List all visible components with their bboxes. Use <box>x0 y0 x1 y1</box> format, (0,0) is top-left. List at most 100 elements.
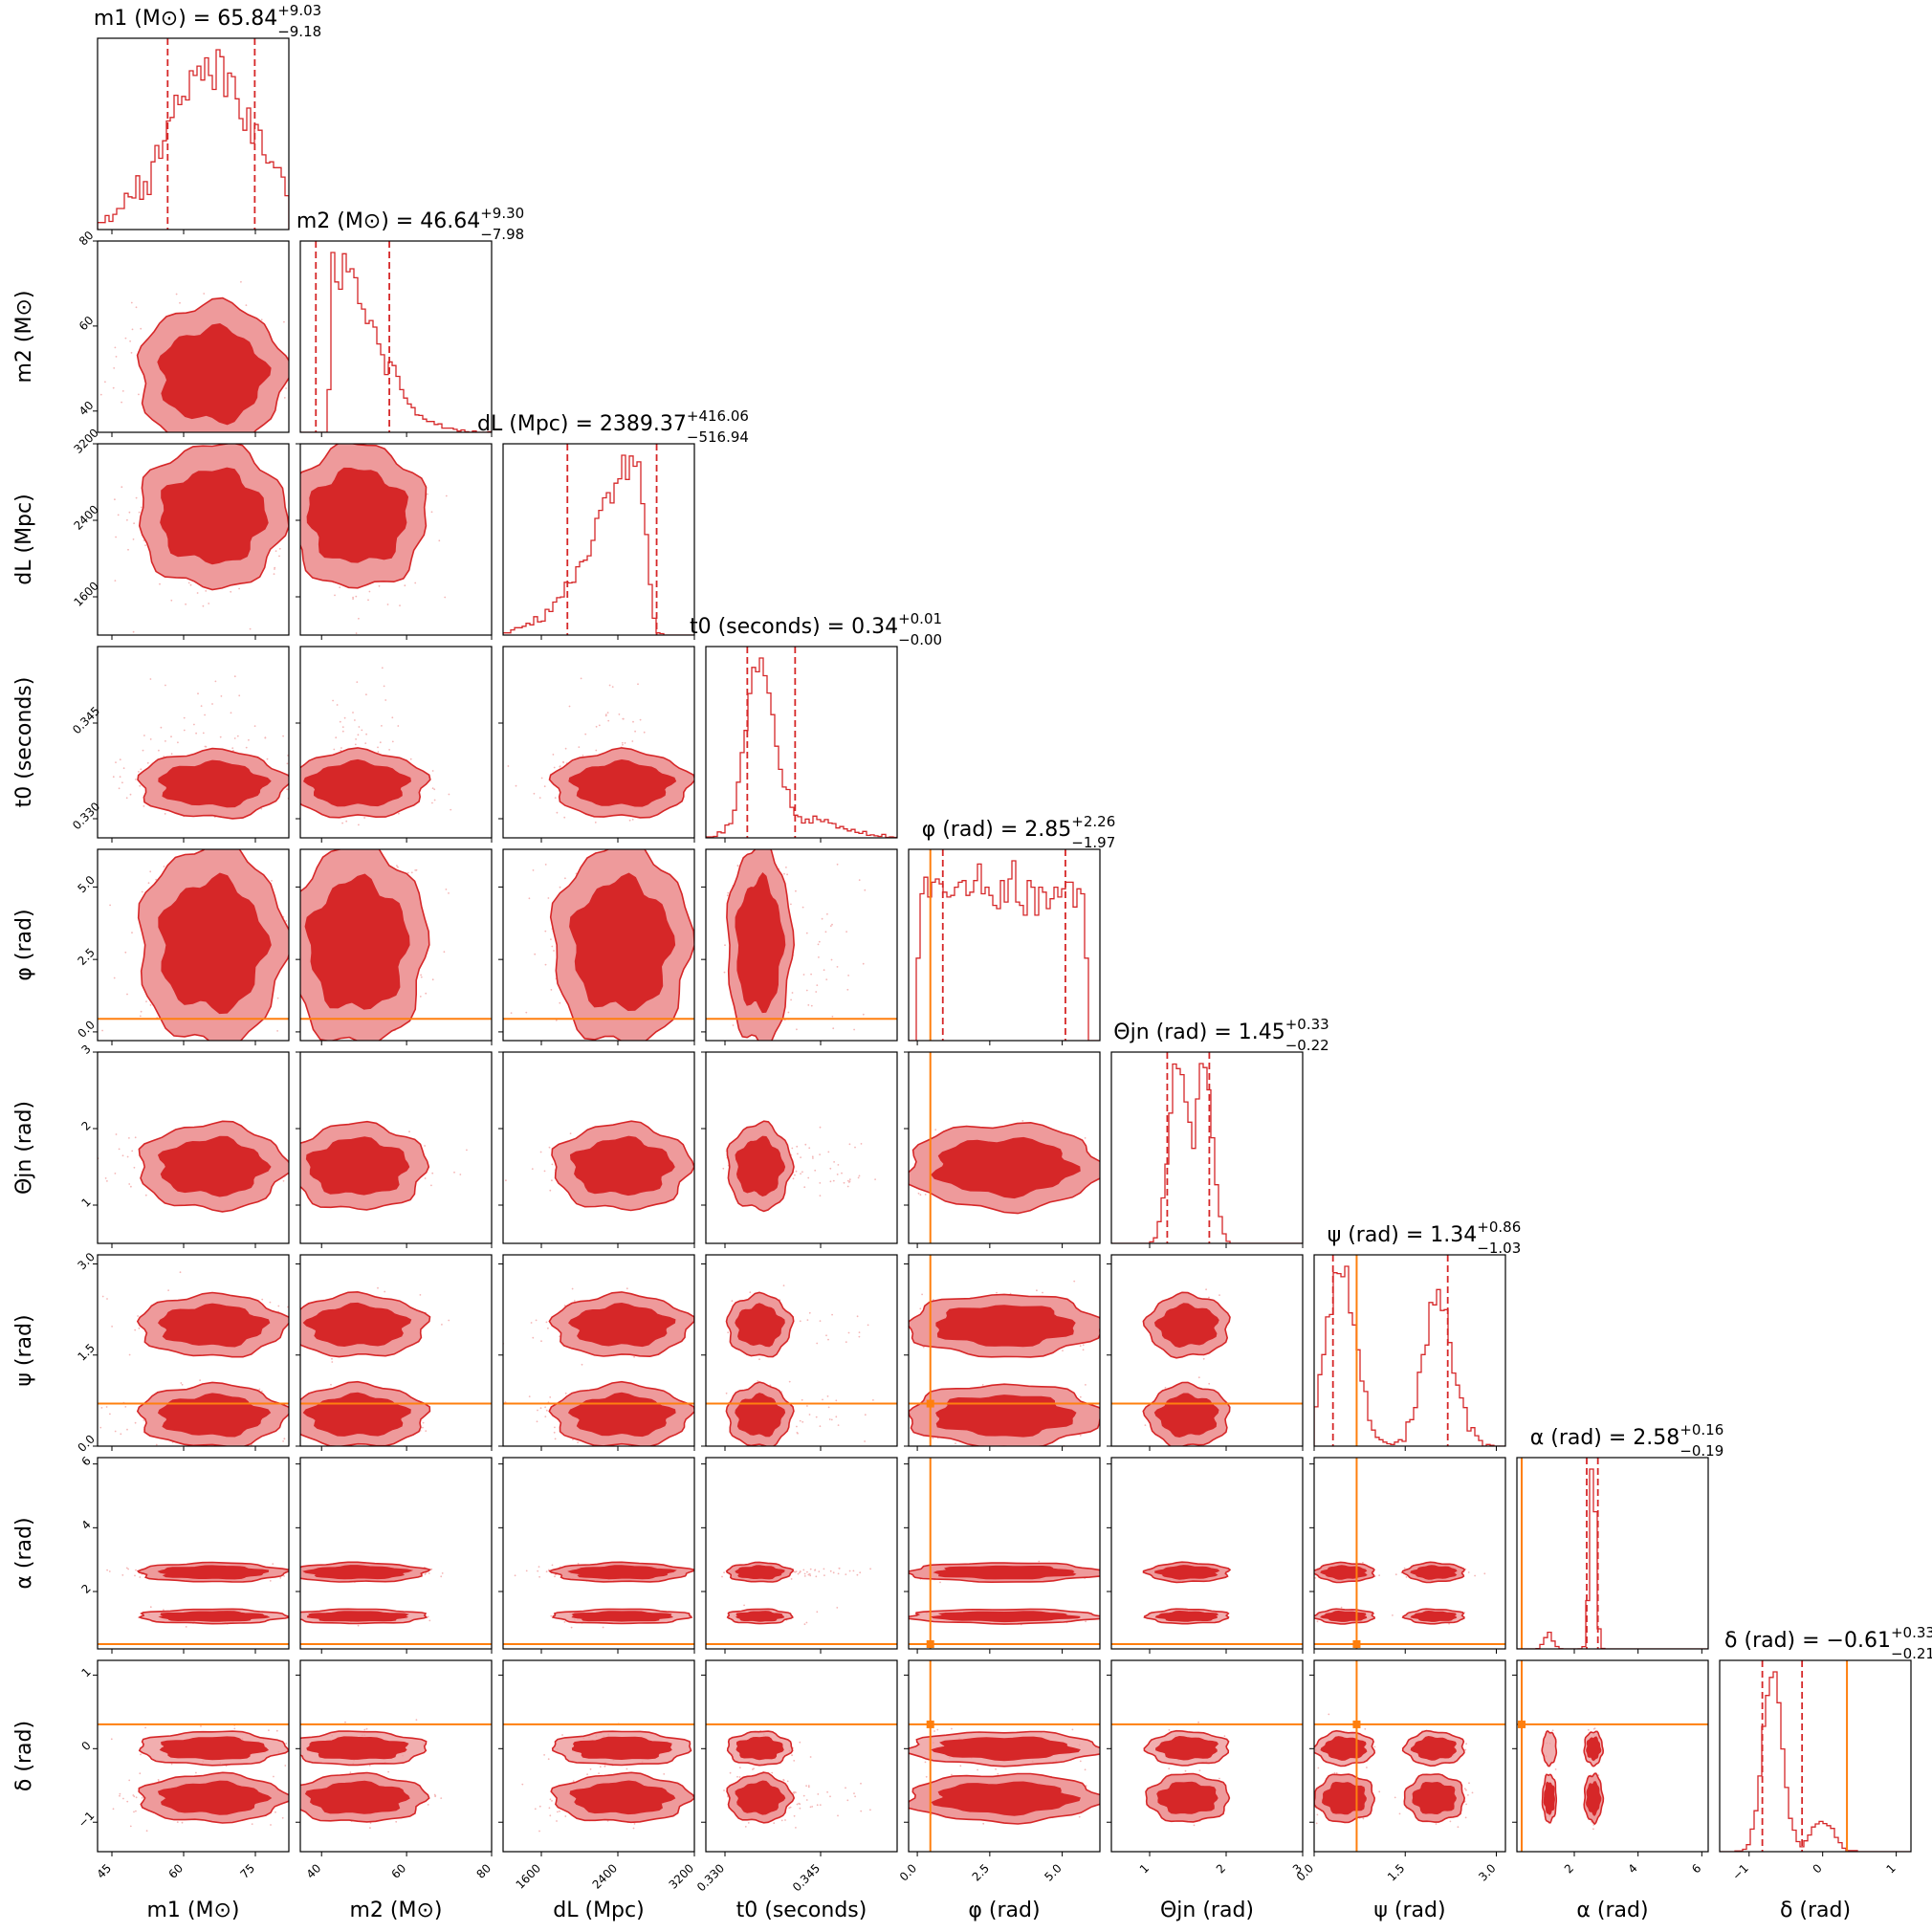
scatter-point <box>101 1295 104 1298</box>
scatter-point <box>139 784 142 787</box>
scatter-point <box>339 586 341 588</box>
panel-title: φ (rad) = 2.85+2.26 <box>922 813 1116 842</box>
contour-panel: 0.02.55.0 <box>75 848 290 1045</box>
scatter-point <box>847 975 849 977</box>
panel-content <box>98 1271 289 1446</box>
scatter-point <box>104 1177 107 1179</box>
scatter-point <box>187 582 190 584</box>
scatter-point <box>245 304 248 306</box>
contour-panel: 0.01.53.0 <box>75 1250 290 1455</box>
scatter-point <box>817 943 820 946</box>
scatter-point <box>639 718 642 721</box>
scatter-point <box>814 1169 817 1172</box>
title-main: t0 (seconds) = 0.34 <box>690 615 898 639</box>
scatter-point <box>420 976 423 978</box>
panel-frame <box>97 37 290 231</box>
scatter-point <box>1084 1137 1087 1139</box>
scatter-point <box>425 992 428 995</box>
scatter-point <box>140 768 143 771</box>
scatter-point <box>133 522 136 525</box>
scatter-point <box>199 1379 202 1381</box>
scatter-point <box>121 401 122 404</box>
scatter-point <box>146 761 149 764</box>
scatter-point <box>845 931 847 933</box>
scatter-point <box>179 301 181 304</box>
panel-frame <box>705 1051 898 1244</box>
scatter-point <box>357 734 360 736</box>
scatter-point <box>149 738 152 740</box>
scatter-point <box>796 1028 798 1031</box>
scatter-point <box>622 717 625 720</box>
scatter-point <box>815 991 818 993</box>
scatter-point <box>383 685 385 688</box>
scatter-point <box>621 741 624 744</box>
scatter-point <box>139 1015 142 1018</box>
scatter-point <box>547 897 550 899</box>
scatter-point <box>563 816 566 819</box>
scatter-point <box>119 758 121 761</box>
scatter-point <box>277 1305 280 1307</box>
scatter-point <box>862 1013 865 1016</box>
scatter-point <box>354 719 356 721</box>
scatter-point <box>251 1444 252 1446</box>
scatter-point <box>143 539 145 541</box>
scatter-point <box>858 1331 861 1333</box>
panel-content <box>98 849 289 1041</box>
scatter-point <box>438 539 441 542</box>
scatter-point <box>286 788 288 790</box>
scatter-point <box>430 511 433 514</box>
scatter-point <box>283 1438 286 1440</box>
title-sup: +2.26 <box>1071 813 1115 830</box>
panel-frame <box>502 1254 695 1447</box>
scatter-point <box>258 1388 261 1391</box>
scatter-point <box>118 787 121 790</box>
scatter-point <box>846 1179 849 1182</box>
panel-content <box>909 849 1100 1041</box>
title-sup: +9.30 <box>480 205 524 222</box>
scatter-point <box>631 740 634 742</box>
scatter-point <box>134 1328 137 1331</box>
panel-content <box>503 849 694 1041</box>
panel-frame <box>299 646 493 839</box>
scatter-point <box>160 726 163 729</box>
scatter-point <box>443 951 446 954</box>
scatter-point <box>282 1179 285 1182</box>
scatter-point <box>544 1406 546 1409</box>
contour-panel <box>296 848 493 1045</box>
scatter-point <box>381 725 383 727</box>
scatter-point <box>361 729 363 732</box>
scatter-point <box>142 749 144 752</box>
scatter-point <box>138 393 140 396</box>
scatter-point <box>414 869 417 871</box>
scatter-point <box>101 1029 103 1032</box>
scatter-point <box>100 1407 103 1409</box>
scatter-point <box>377 746 379 749</box>
scatter-point <box>505 1179 507 1182</box>
scatter-point <box>354 743 357 746</box>
scatter-point <box>554 797 557 800</box>
panel-content <box>300 444 448 634</box>
scatter-point <box>858 879 861 881</box>
scatter-point <box>408 1131 410 1133</box>
scatter-point <box>569 1132 572 1134</box>
scatter-point <box>594 822 597 823</box>
scatter-point <box>788 1380 791 1383</box>
scatter-point <box>340 749 342 752</box>
scatter-point <box>507 765 510 767</box>
scatter-point <box>170 735 172 738</box>
y-tick-label: 1 <box>79 1196 94 1210</box>
scatter-point <box>816 984 819 986</box>
scatter-point <box>138 1327 141 1329</box>
y-tick-label: 5.0 <box>75 873 97 895</box>
scatter-point <box>466 1149 468 1152</box>
scatter-point <box>563 1305 566 1306</box>
scatter-point <box>167 1289 170 1291</box>
y-tick-label: 0.0 <box>75 1018 97 1040</box>
scatter-point <box>180 1382 183 1384</box>
scatter-point <box>106 1298 108 1300</box>
scatter-point <box>266 757 269 760</box>
scatter-point <box>335 736 338 739</box>
scatter-point <box>829 925 832 927</box>
scatter-point <box>274 566 276 569</box>
scatter-point <box>119 776 121 779</box>
